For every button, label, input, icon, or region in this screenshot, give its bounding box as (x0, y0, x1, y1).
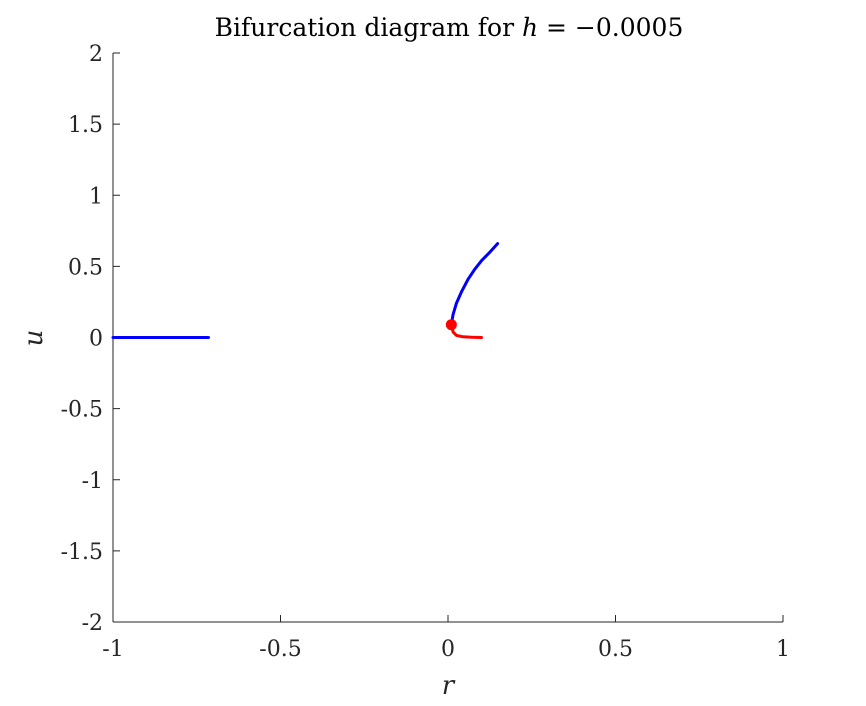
chart-title: Bifurcation diagram for h = −0.0005 (215, 13, 684, 42)
x-tick-label: 0 (441, 637, 455, 662)
x-axis-label: r (442, 671, 456, 701)
y-tick-label: -2 (82, 611, 103, 636)
y-tick-label: 0.5 (68, 255, 103, 280)
y-axis-label: u (19, 330, 49, 347)
y-tick-label: 1 (89, 184, 103, 209)
y-tick-label: -1 (82, 469, 103, 494)
y-tick-label: -0.5 (61, 398, 103, 423)
x-ticks: -1 -0.5 0 0.5 1 (102, 615, 790, 662)
x-tick-label: -0.5 (259, 637, 301, 662)
series-layer (111, 242, 500, 339)
y-tick-label: 2 (89, 42, 103, 67)
x-tick-label: 0.5 (598, 637, 633, 662)
marker-layer (445, 319, 457, 331)
x-tick-label: -1 (102, 637, 123, 662)
y-ticks: -2 -1.5 -1 -0.5 0 0.5 1 1.5 2 (61, 42, 120, 636)
y-tick-label: -1.5 (61, 540, 103, 565)
y-tick-label: 0 (89, 327, 103, 352)
marker-fold-point (445, 319, 457, 331)
x-tick-label: 1 (776, 637, 790, 662)
y-tick-label: 1.5 (68, 113, 103, 138)
series-stable-upper (449, 242, 500, 327)
series-unstable-lower (449, 323, 483, 339)
